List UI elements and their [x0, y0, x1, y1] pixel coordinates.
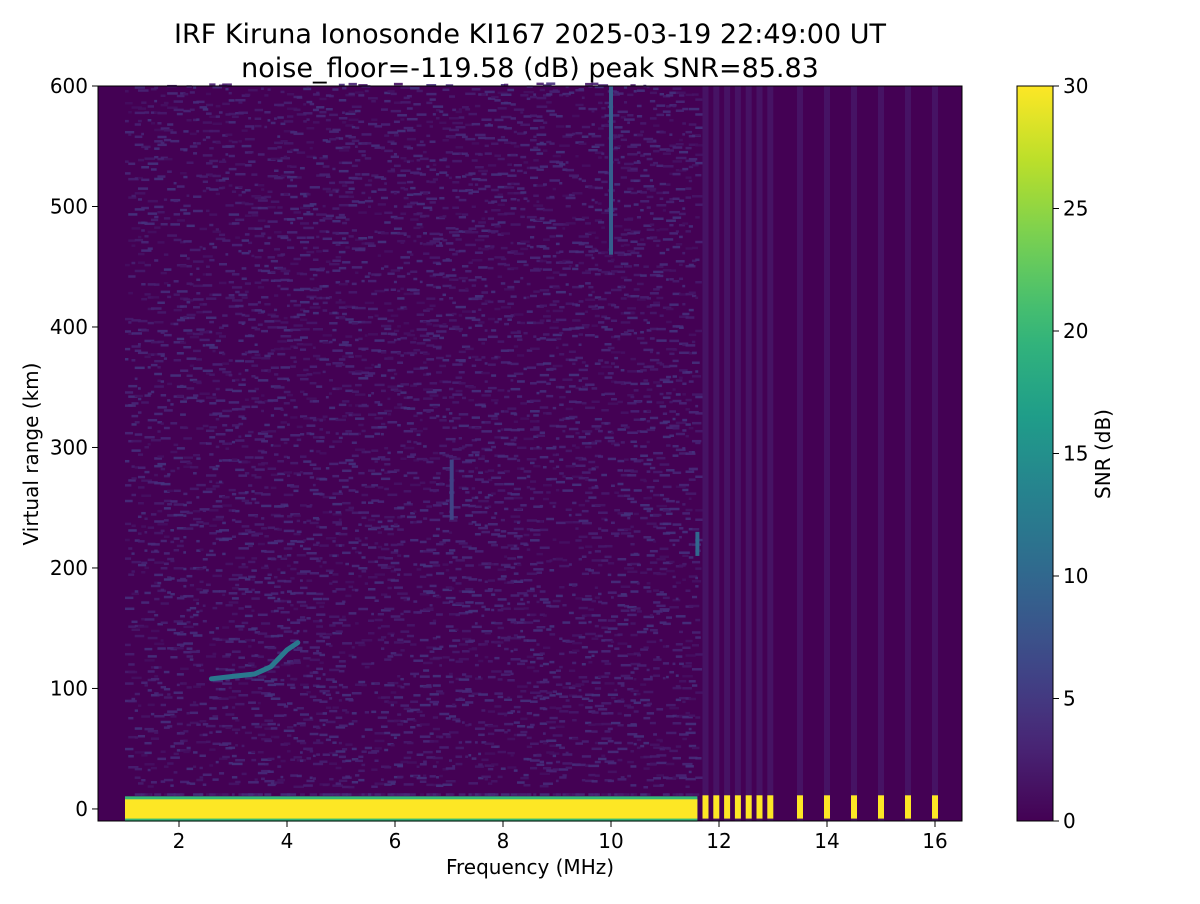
- heatmap-background: [98, 86, 962, 821]
- chart-subtitle: noise_floor=-119.58 (dB) peak SNR=85.83: [241, 53, 819, 84]
- y-tick-label: 100: [50, 676, 88, 700]
- colorbar-tick-label: 0: [1063, 809, 1076, 833]
- x-axis: 2 4 6 8 10 12 14 16: [173, 821, 948, 853]
- x-tick-label: 2: [173, 829, 186, 853]
- colorbar-tick-label: 20: [1063, 319, 1088, 343]
- colorbar-tick-label: 10: [1063, 564, 1088, 588]
- channel-column: [724, 86, 730, 821]
- y-axis-label: Virtual range (km): [19, 363, 43, 546]
- channel-ground-echo: [724, 795, 730, 818]
- colorbar-tick-label: 5: [1063, 687, 1076, 711]
- channel-ground-echo: [797, 795, 803, 818]
- channel-column: [932, 86, 938, 821]
- y-tick-label: 400: [50, 315, 88, 339]
- x-tick-label: 16: [922, 829, 947, 853]
- chart-title: IRF Kiruna Ionosonde KI167 2025-03-19 22…: [174, 19, 887, 50]
- channel-ground-echo: [767, 795, 773, 818]
- channel-column: [735, 86, 741, 821]
- heatmap-area: [98, 82, 962, 821]
- x-tick-label: 8: [497, 829, 510, 853]
- y-tick-label: 500: [50, 194, 88, 218]
- channel-ground-echo: [851, 795, 857, 818]
- channel-ground-echo: [824, 795, 830, 818]
- channel-column: [824, 86, 830, 821]
- colorbar-tick-label: 25: [1063, 197, 1088, 221]
- channel-ground-echo: [932, 795, 938, 818]
- channel-column: [746, 86, 752, 821]
- x-tick-label: 10: [598, 829, 623, 853]
- channel-ground-echo: [905, 795, 911, 818]
- channel-ground-echo: [735, 795, 741, 818]
- channel-ground-echo: [757, 795, 763, 818]
- colorbar-tick-label: 30: [1063, 74, 1088, 98]
- colorbar: 0 5 10 15 20 25 30: [1017, 74, 1088, 833]
- y-tick-label: 600: [50, 74, 88, 98]
- x-axis-label: Frequency (MHz): [446, 855, 614, 879]
- y-tick-label: 200: [50, 556, 88, 580]
- x-tick-label: 6: [389, 829, 402, 853]
- channel-column: [905, 86, 911, 821]
- channel-ground-echo: [746, 795, 752, 818]
- x-tick-label: 4: [281, 829, 294, 853]
- interference-line: [450, 460, 454, 520]
- channel-column: [878, 86, 884, 821]
- y-tick-label: 0: [75, 797, 88, 821]
- interference-line: [695, 532, 699, 556]
- channel-column: [713, 86, 719, 821]
- interference-line: [609, 86, 613, 255]
- channel-ground-echo: [878, 795, 884, 818]
- y-tick-label: 300: [50, 435, 88, 459]
- colorbar-label: SNR (dB): [1091, 409, 1115, 499]
- x-tick-label: 12: [706, 829, 731, 853]
- channel-column: [767, 86, 773, 821]
- channel-ground-echo: [703, 795, 709, 818]
- channel-column: [757, 86, 763, 821]
- ground-echo-band: [125, 799, 697, 818]
- colorbar-gradient: [1017, 86, 1053, 821]
- channel-column: [851, 86, 857, 821]
- channel-column: [703, 86, 709, 821]
- colorbar-tick-label: 15: [1063, 442, 1088, 466]
- x-tick-label: 14: [814, 829, 839, 853]
- channel-column: [797, 86, 803, 821]
- channel-ground-echo: [713, 795, 719, 818]
- y-axis: 0 100 200 300 400 500 600: [50, 74, 98, 821]
